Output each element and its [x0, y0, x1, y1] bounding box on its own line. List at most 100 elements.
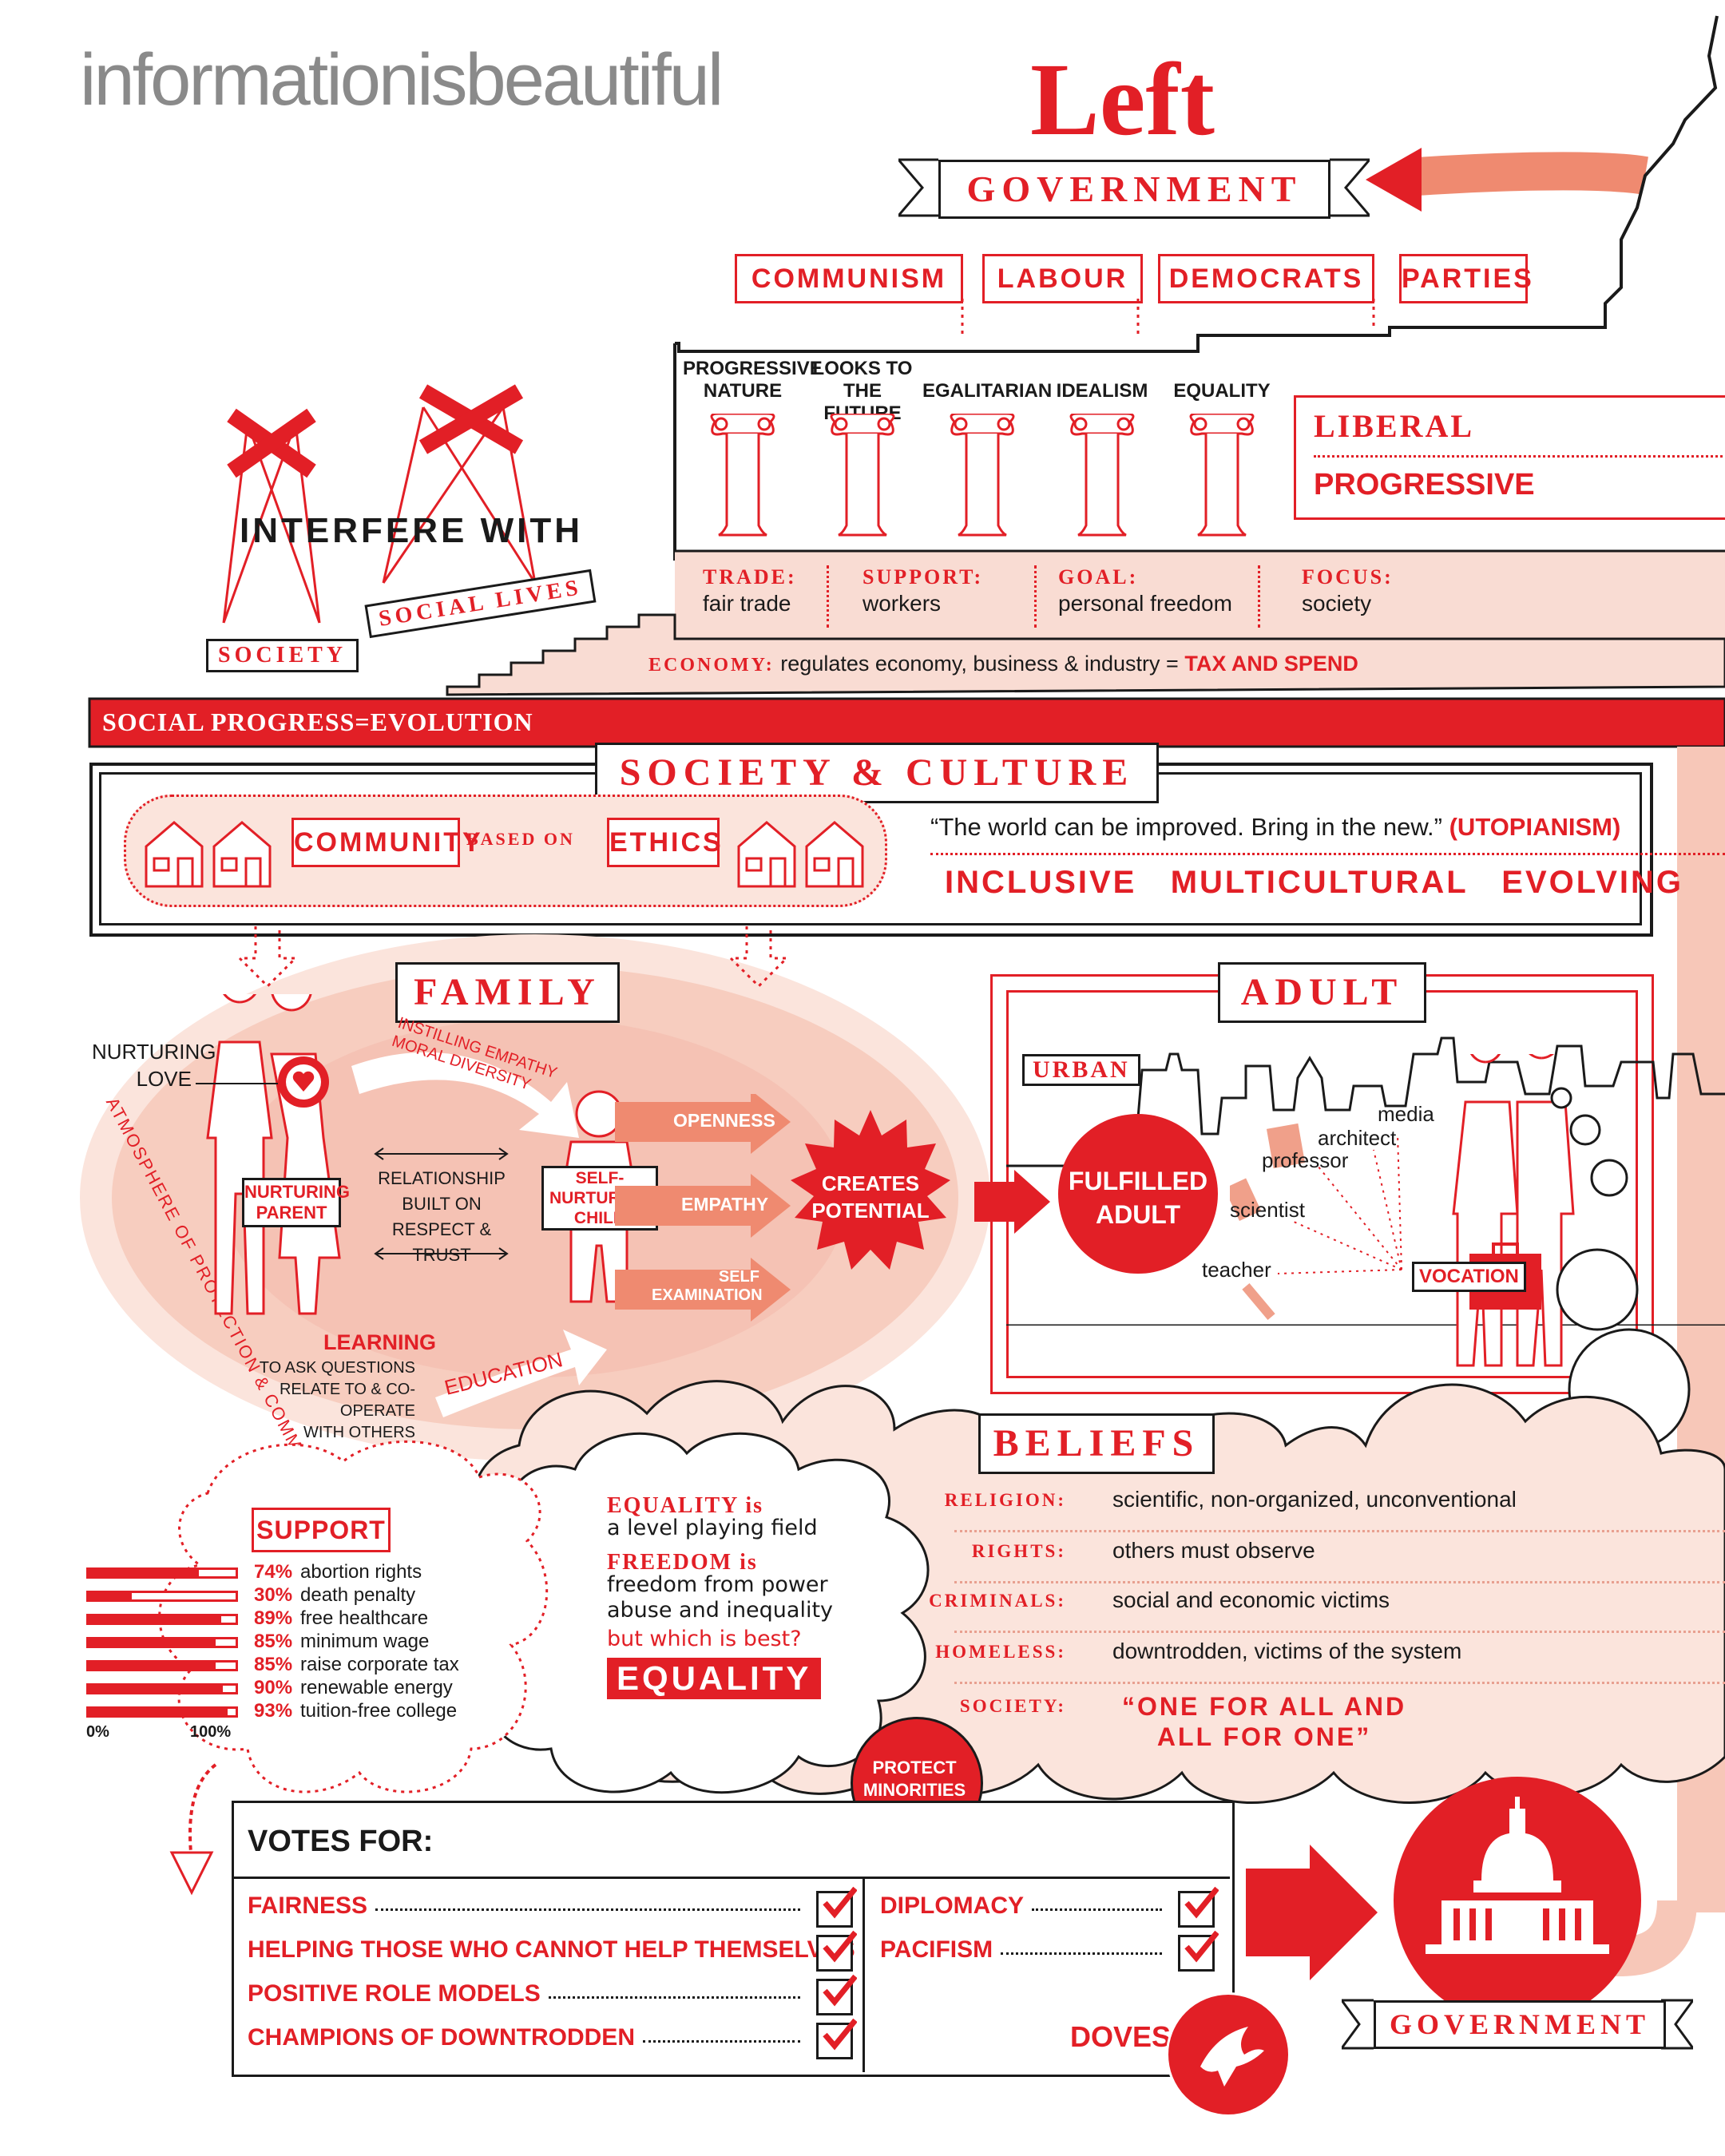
belief-key: RELIGION: [944, 1490, 1066, 1510]
learning-sub: TO ASK QUESTIONS RELATE TO & CO-OPERATE … [259, 1359, 415, 1441]
job-teacher: teacher [1202, 1258, 1271, 1282]
votes-box [232, 1801, 1235, 2077]
pillar-egalitarian: EGALITARIAN [922, 358, 1053, 406]
belief-value: others must observe [1112, 1538, 1315, 1563]
vote-checkbox[interactable] [1178, 1886, 1219, 1928]
support-bar-remainder [221, 1616, 236, 1623]
support-bar [86, 1567, 238, 1579]
econ-key: SUPPORT: [862, 565, 984, 589]
pillar-label: PROGRESSIVE NATURE [683, 358, 823, 402]
job-media: media [1378, 1102, 1434, 1126]
belief-row-religion: RELIGION: scientific, non-organized, unc… [945, 1485, 1725, 1532]
belief-row-criminals: CRIMINALS: social and economic victims [929, 1586, 1725, 1633]
pillar-label: EQUALITY [1173, 380, 1271, 402]
party-connector-dots [961, 299, 1375, 339]
pillar-progressive: PROGRESSIVE NATURE [683, 358, 823, 406]
vote-checkbox[interactable] [816, 1886, 857, 1928]
vote-checkbox[interactable] [816, 1930, 857, 1972]
vote-checkbox[interactable] [1178, 1930, 1219, 1972]
parents-silhouette [196, 994, 341, 1315]
quote-text: “The world can be improved. Bring in the… [930, 813, 1442, 841]
protect-minorities-label: PROTECT MINORITIES [862, 1758, 966, 1800]
vote-checkbox[interactable] [816, 2018, 857, 2059]
freedom-key: FREEDOM is [607, 1550, 758, 1575]
vote-leader-dots [643, 2040, 800, 2043]
society-culture-ribbon: SOCIETY & CULTURE [595, 743, 1159, 803]
vote-item: POSITIVE ROLE MODELS [248, 1980, 541, 2007]
votes-title: VOTES FOR: [248, 1825, 434, 1858]
vote-item: FAIRNESS [248, 1892, 368, 1919]
support-bar [86, 1591, 238, 1602]
support-bar-remainder [216, 1663, 236, 1669]
label-progressive: PROGRESSIVE [1314, 468, 1535, 501]
econ-key: GOAL: [1058, 565, 1139, 589]
society-box: SOCIETY [206, 639, 359, 672]
support-label: abortion rights [300, 1561, 422, 1583]
government-ribbon-bottom: GOVERNMENT [1374, 2000, 1666, 2049]
party-tag-labour[interactable]: LABOUR [982, 254, 1143, 303]
utopian-quote: “The world can be improved. Bring in the… [930, 813, 1620, 842]
nurturing-love: NURTURING LOVE [92, 1040, 216, 1091]
support-bar [86, 1614, 238, 1625]
support-bar [86, 1637, 238, 1648]
thought-bubbles [1550, 1087, 1691, 1451]
arrow-to-government [1246, 1845, 1378, 1980]
pillar-label: EGALITARIAN [922, 380, 1053, 402]
support-pct: 30% [254, 1584, 293, 1606]
party-tag-communism[interactable]: COMMUNISM [735, 254, 963, 303]
support-chart: 74% abortion rights 30% death penalty 89% fre… [86, 1561, 502, 1753]
support-pct: 93% [254, 1700, 293, 1722]
social-progress-bar-label: SOCIAL PROGRESS=EVOLUTION [102, 707, 533, 736]
ideology-labels-box: LIBERAL PROGRESSIVE [1294, 395, 1725, 520]
house-icons-left [145, 821, 272, 888]
creates-potential-label: CREATES POTENTIAL [811, 1171, 930, 1223]
support-bar-remainder [132, 1593, 236, 1599]
vote-item: HELPING THOSE WHO CANNOT HELP THEMSELVES [248, 1936, 855, 1963]
ethics-tag: ETHICS [607, 818, 721, 867]
belief-value: scientific, non-organized, unconventiona… [1112, 1487, 1517, 1512]
based-on-label: BASED ON [466, 829, 575, 849]
support-bar [86, 1683, 238, 1694]
support-label: free healthcare [300, 1607, 429, 1629]
doves-label: DOVES [1070, 2020, 1172, 2053]
support-label: renewable energy [300, 1677, 453, 1698]
question: but which is best? [607, 1627, 802, 1651]
support-bar-remainder [199, 1570, 236, 1576]
econ-col: TRADE: fair trade [703, 565, 797, 616]
equality-value: a level playing field [607, 1516, 818, 1540]
support-row: 74% abortion rights [86, 1561, 502, 1584]
government-ribbon-top: GOVERNMENT [938, 160, 1330, 219]
economy-text: regulates economy, business & industry = [780, 652, 1179, 676]
belief-key: SOCIETY: [959, 1696, 1066, 1716]
party-tag-parties[interactable]: PARTIES [1399, 254, 1532, 303]
econ-value: society [1302, 591, 1372, 616]
econ-key: FOCUS: [1302, 565, 1394, 589]
instilling-arrow [351, 1052, 579, 1138]
econ-value: personal freedom [1058, 591, 1232, 616]
equality-key: EQUALITY is [607, 1493, 764, 1518]
support-pct: 89% [254, 1607, 293, 1629]
support-row: 93% tuition-free college [86, 1700, 502, 1723]
support-label: raise corporate tax [300, 1654, 459, 1675]
capitol-icon [1426, 1797, 1609, 1954]
house-icons-right [737, 821, 864, 888]
belief-value: downtrodden, victims of the system [1112, 1639, 1462, 1663]
pillar-columns-icon [710, 414, 1255, 537]
economy-emph: TAX AND SPEND [1184, 652, 1358, 676]
interfere-title: INTERFERE WITH [240, 511, 583, 550]
pillar-idealism: IDEALISM [1042, 358, 1162, 406]
econ-col: SUPPORT: workers [862, 565, 983, 616]
belief-row-homeless: HOMELESS: downtrodden, victims of the sy… [935, 1637, 1725, 1684]
adult-ribbon: ADULT [1218, 962, 1426, 1023]
education-arrow [435, 1330, 607, 1417]
crane-graphics [222, 384, 537, 624]
econ-value: workers [862, 591, 942, 616]
party-tag-democrats[interactable]: DEMOCRATS [1158, 254, 1374, 303]
vocation-tag: VOCATION [1412, 1262, 1526, 1292]
support-row: 85% minimum wage [86, 1631, 502, 1654]
vote-checkbox[interactable] [816, 1974, 857, 2015]
pillar-label: LOOKS TO THE FUTURE [812, 358, 913, 424]
brand-logo: informationisbeautiful [80, 39, 724, 121]
culture-traits: INCLUSIVE MULTICULTURAL EVOLVING [945, 865, 1684, 900]
economy-key: ECONOMY: [648, 655, 775, 676]
